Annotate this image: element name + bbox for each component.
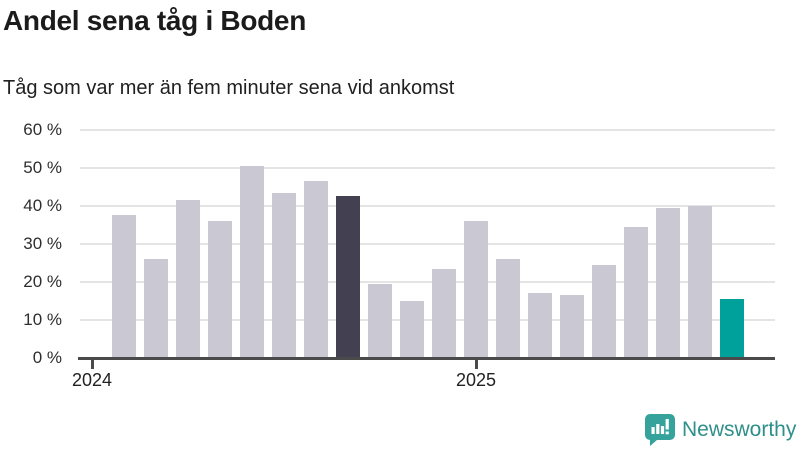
bar-apr-2024 [176,200,200,358]
bar-mar-2025 [528,293,552,358]
gridline-30 [80,243,775,245]
x-axis-tick-2025 [475,360,478,369]
bar-sep-2025-highlight-teal [720,299,744,358]
gridline-50 [80,167,775,169]
bar-jul-2025 [656,208,680,358]
gridline-20 [80,281,775,283]
bar-dec-2024 [432,269,456,358]
bar-maj-2025 [592,265,616,358]
bar-jun-2024 [240,166,264,358]
bar-jul-2024 [272,193,296,358]
bar-feb-2024 [112,215,136,358]
bar-okt-2024 [368,284,392,358]
bar-jun-2025 [624,227,648,358]
bar-mar-2024 [144,259,168,358]
bar-apr-2025 [560,295,584,358]
bar-feb-2025 [496,259,520,358]
x-axis-label-2025: 2025 [455,370,497,390]
y-axis-label: 30 % [23,234,62,253]
gridline-40 [80,205,775,207]
gridline-60 [80,129,775,131]
x-axis-label-2024: 2024 [71,370,113,390]
bar-maj-2024 [208,221,232,358]
x-axis-line [78,357,775,360]
gridline-10 [80,319,775,321]
bar-aug-2025 [688,206,712,358]
bar-jan-2025 [464,221,488,358]
newsworthy-bubble-chart-icon [645,414,675,446]
y-axis-label: 10 % [23,310,62,329]
y-axis-label: 20 % [23,272,62,291]
bar-sep-2024-highlight-dark [336,196,360,358]
newsworthy-logo[interactable]: Newsworthy [645,414,796,446]
y-axis-label: 60 % [23,120,62,139]
newsworthy-wordmark: Newsworthy [682,418,797,441]
bar-nov-2024 [400,301,424,358]
chart-subtitle: Tåg som var mer än fem minuter sena vid … [3,77,455,99]
chart-title: Andel sena tåg i Boden [3,5,306,36]
bar-aug-2024 [304,181,328,358]
y-axis-label: 50 % [23,158,62,177]
x-axis-tick-2024 [91,360,94,369]
y-axis-label: 0 % [32,348,62,367]
y-axis-label: 40 % [23,196,62,215]
